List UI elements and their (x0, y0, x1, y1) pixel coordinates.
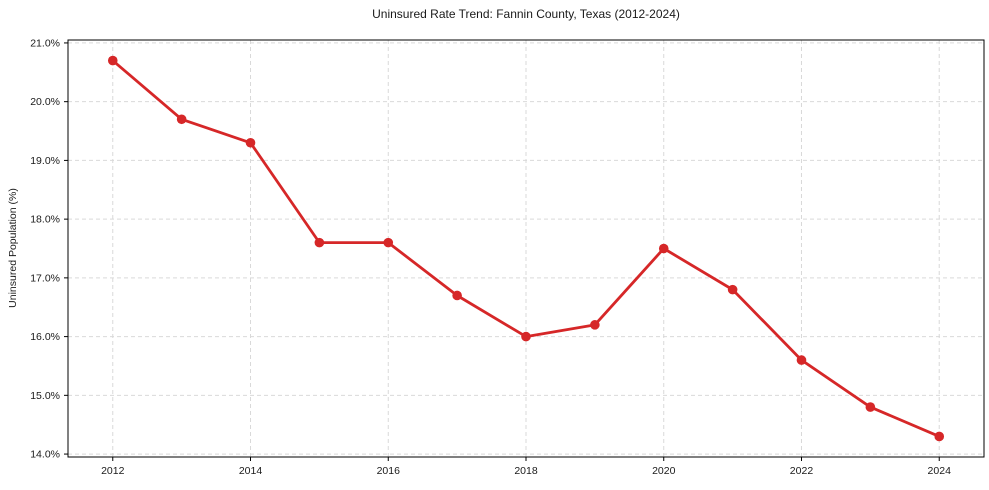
y-tick-label: 19.0% (30, 155, 60, 167)
data-point-2020 (658, 243, 669, 254)
data-point-2023 (865, 402, 876, 412)
x-tick-label: 2018 (514, 465, 538, 477)
data-point-2014 (245, 137, 256, 148)
data-point-2015 (314, 237, 325, 248)
data-point-2012 (107, 55, 118, 66)
x-tick-label: 2022 (790, 465, 814, 477)
data-point-2019 (590, 320, 600, 330)
chart-title: Uninsured Rate Trend: Fannin County, Tex… (372, 7, 680, 21)
y-tick-label: 17.0% (30, 272, 60, 284)
y-tick-label: 16.0% (30, 331, 60, 343)
data-point-2018 (521, 331, 531, 342)
plot-border (67, 39, 985, 458)
data-point-2016 (383, 237, 394, 248)
data-point-2021 (727, 284, 738, 295)
x-tick-label: 2014 (239, 465, 263, 477)
y-tick-label: 20.0% (30, 96, 60, 108)
x-tick-label: 2016 (377, 465, 401, 477)
y-tick-label: 15.0% (30, 390, 60, 402)
x-tick-label: 2024 (928, 465, 952, 477)
y-tick-label: 21.0% (30, 37, 60, 49)
data-point-2024 (934, 431, 945, 442)
data-point-2022 (796, 355, 807, 365)
y-tick-label: 18.0% (30, 214, 60, 226)
trend-line (111, 59, 941, 438)
x-tick-label: 2020 (652, 465, 676, 477)
x-tick-label: 2012 (101, 465, 125, 477)
data-point-2017 (452, 290, 462, 301)
data-point-2013 (176, 114, 187, 125)
y-tick-label: 14.0% (30, 449, 60, 461)
